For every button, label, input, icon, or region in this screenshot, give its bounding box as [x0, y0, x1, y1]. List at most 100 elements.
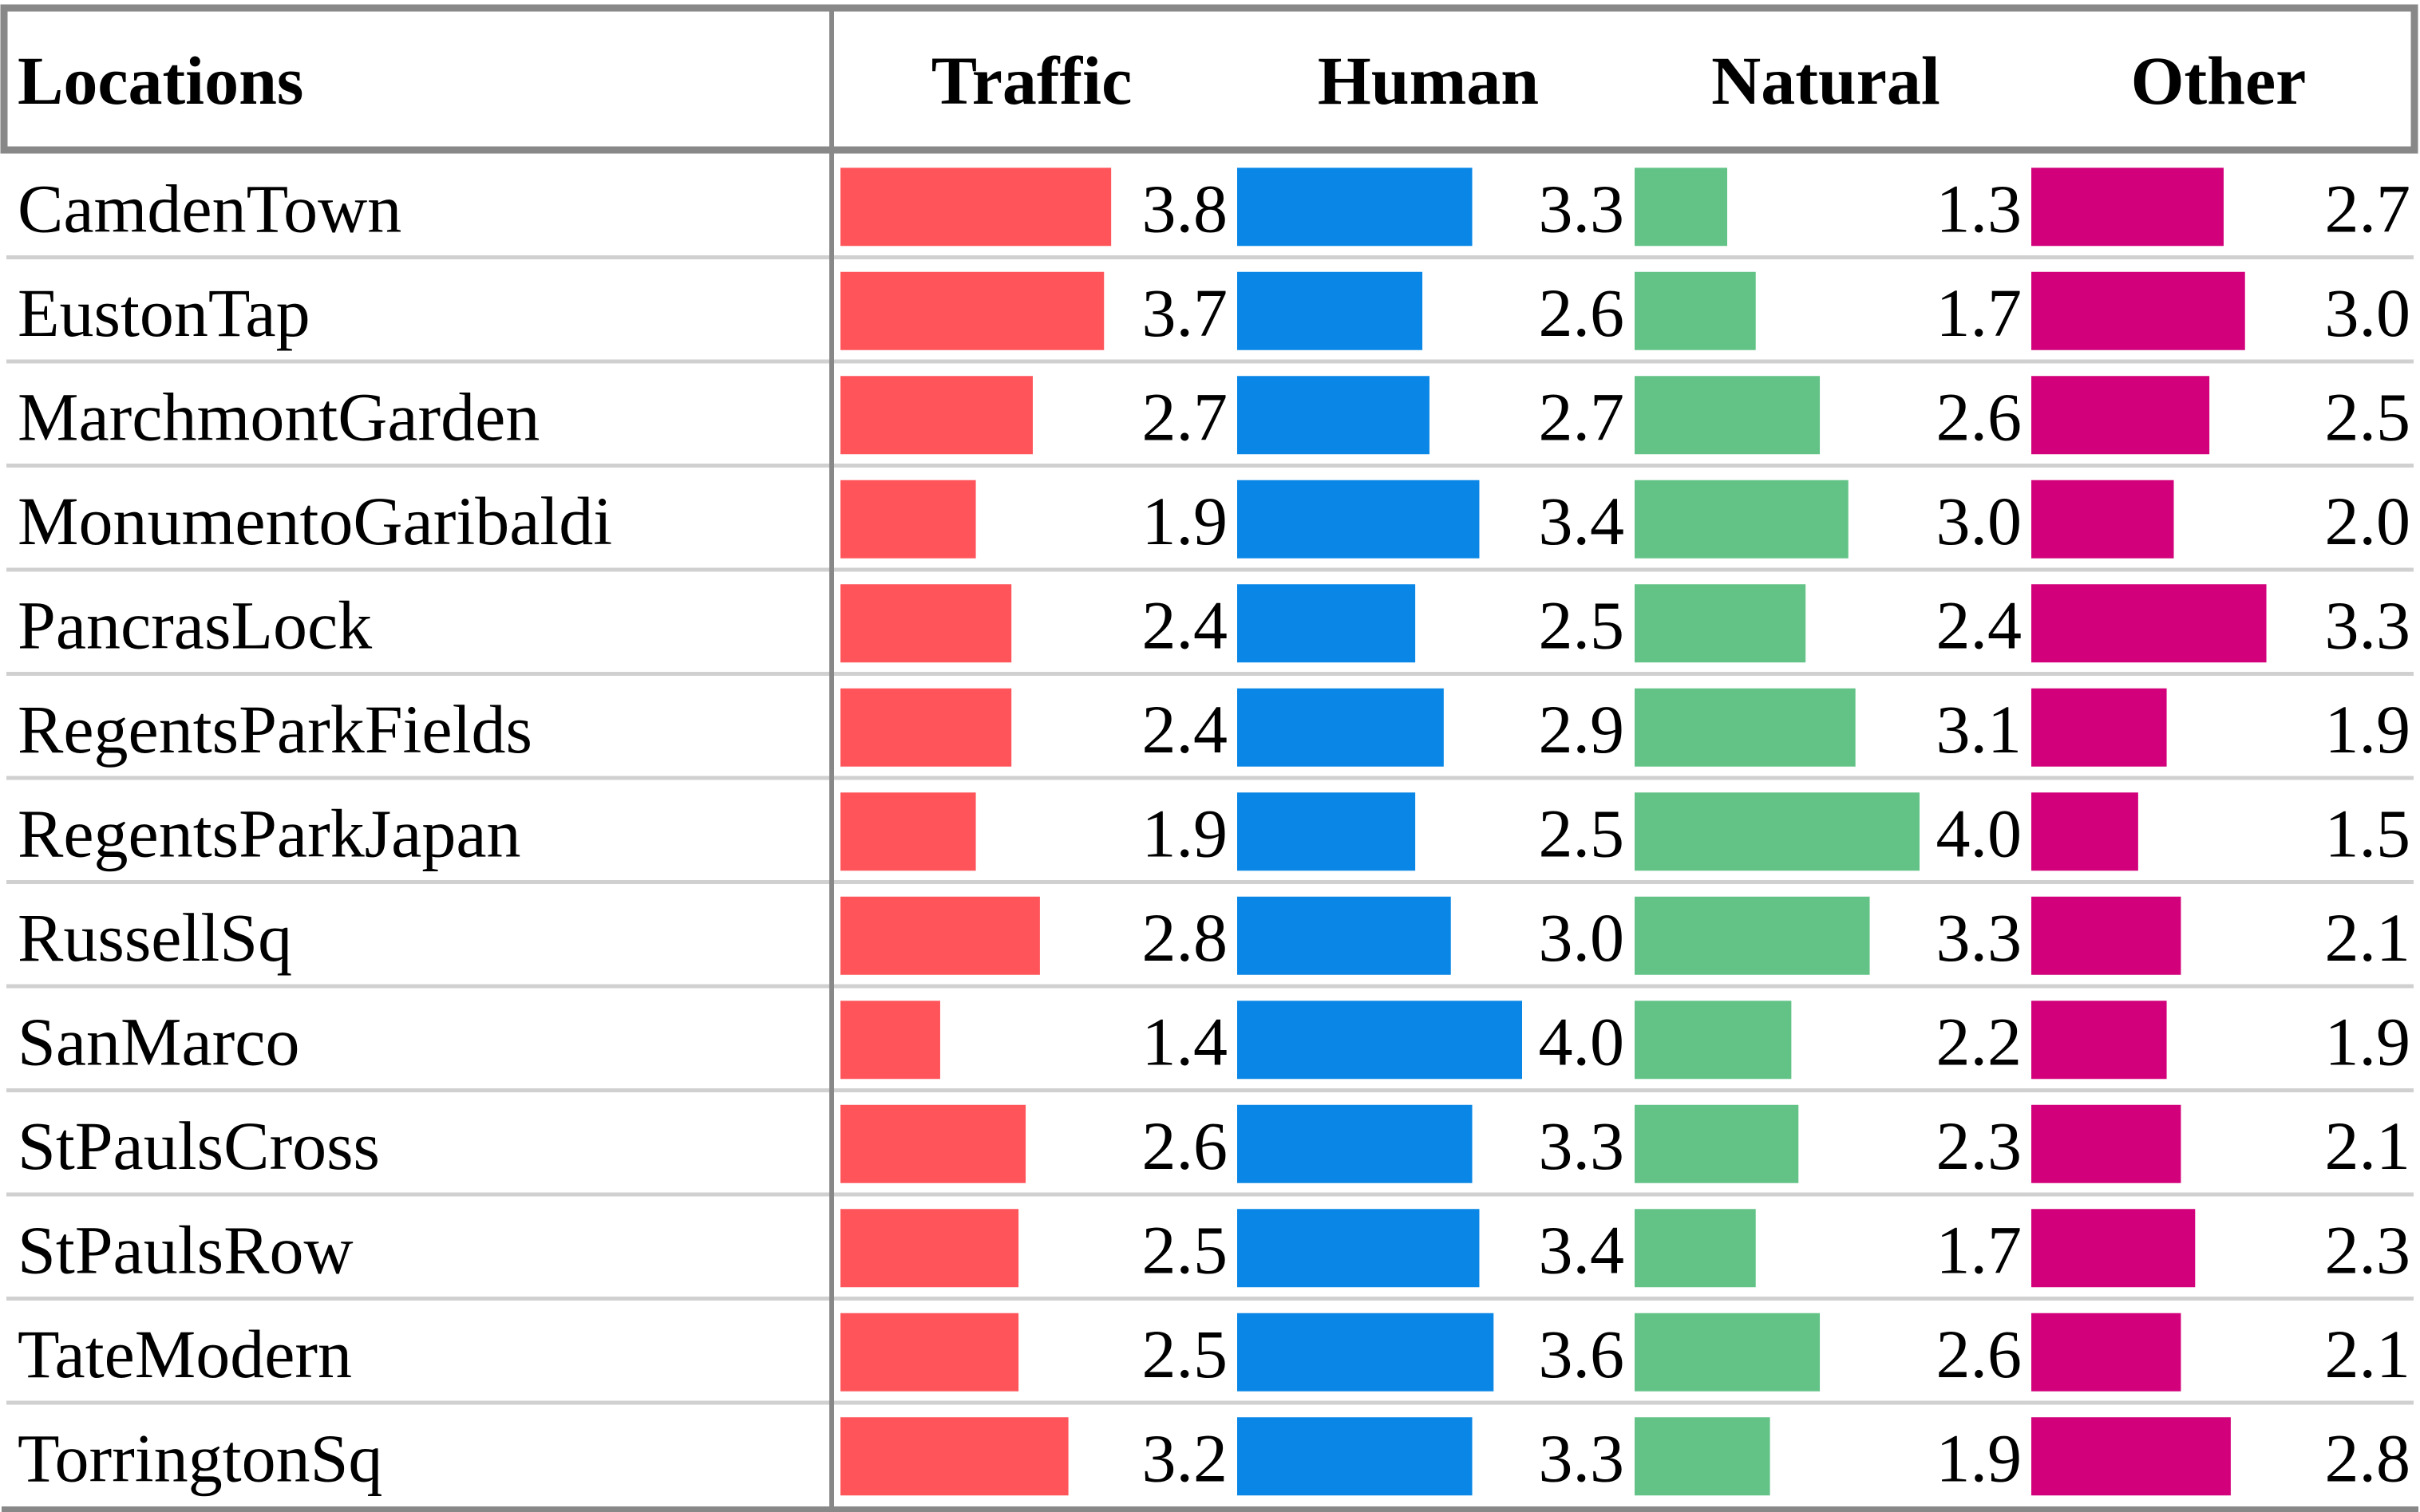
bar-other: [2031, 1417, 2231, 1496]
bar-natural: [1635, 168, 1728, 247]
value-label-human: 3.4: [1539, 483, 1625, 559]
value-label-natural: 2.3: [1936, 1107, 2023, 1184]
value-label-natural: 2.4: [1936, 586, 2023, 663]
value-label-human: 4.0: [1539, 1003, 1625, 1080]
bar-other: [2031, 271, 2245, 350]
value-label-traffic: 3.2: [1142, 1419, 1228, 1496]
bars-layer: [840, 168, 2267, 1496]
bar-traffic: [840, 1209, 1019, 1288]
value-label-human: 3.3: [1539, 1419, 1625, 1496]
header-border: [0, 4, 2418, 154]
value-label-traffic: 3.7: [1142, 274, 1228, 351]
value-label-natural: 3.0: [1936, 483, 2023, 559]
header-locations: Locations: [18, 42, 303, 119]
bar-human: [1237, 584, 1416, 663]
header-human: Human: [1318, 42, 1539, 119]
bar-traffic: [840, 376, 1033, 455]
bar-other: [2031, 792, 2138, 871]
bar-human: [1237, 480, 1480, 559]
bar-other: [2031, 1209, 2196, 1288]
value-label-traffic: 2.7: [1142, 378, 1228, 455]
bar-traffic: [840, 271, 1105, 350]
value-label-natural: 1.3: [1936, 170, 2023, 247]
value-label-traffic: 2.6: [1142, 1107, 1228, 1184]
value-label-human: 2.5: [1539, 586, 1625, 663]
bar-other: [2031, 168, 2224, 247]
value-label-human: 2.7: [1539, 378, 1625, 455]
bar-other: [2031, 896, 2181, 975]
value-label-traffic: 2.4: [1142, 691, 1228, 768]
value-label-natural: 1.7: [1936, 274, 2023, 351]
location-label: MarchmontGarden: [18, 378, 540, 455]
table-frame: [0, 4, 2418, 1512]
bar-traffic: [840, 1417, 1069, 1496]
value-label-human: 3.0: [1539, 899, 1625, 976]
location-label: StPaulsCross: [18, 1107, 380, 1184]
value-label-traffic: 2.5: [1142, 1316, 1228, 1392]
value-label-natural: 3.1: [1936, 691, 2023, 768]
value-label-human: 2.5: [1539, 795, 1625, 871]
value-label-other: 2.7: [2325, 170, 2411, 247]
value-label-human: 3.3: [1539, 1107, 1625, 1184]
bar-human: [1237, 688, 1444, 767]
value-label-natural: 1.7: [1936, 1211, 2023, 1288]
bar-other: [2031, 584, 2267, 663]
location-label: TateModern: [18, 1316, 352, 1392]
value-label-natural: 2.2: [1936, 1003, 2023, 1080]
bar-human: [1237, 168, 1473, 247]
value-label-natural: 2.6: [1936, 378, 2023, 455]
bar-natural: [1635, 792, 1920, 871]
bar-other: [2031, 1001, 2167, 1080]
bar-traffic: [840, 168, 1112, 247]
bar-natural: [1635, 480, 1849, 559]
bar-human: [1237, 271, 1423, 350]
location-label: MonumentoGaribaldi: [18, 483, 612, 559]
value-label-traffic: 2.8: [1142, 899, 1228, 976]
labels-layer: CamdenTown 3.8 3.3 1.3 2.7 EustonTap 3.7 2.6 1.7…: [18, 170, 2410, 1496]
value-label-other: 2.8: [2325, 1419, 2411, 1496]
bar-natural: [1635, 1209, 1756, 1288]
bar-other: [2031, 480, 2174, 559]
value-label-traffic: 1.4: [1142, 1003, 1228, 1080]
location-label: PancrasLock: [18, 586, 372, 663]
bar-human: [1237, 1209, 1480, 1288]
value-label-other: 2.0: [2325, 483, 2411, 559]
value-label-human: 2.6: [1539, 274, 1625, 351]
location-label: CamdenTown: [18, 170, 401, 247]
value-label-other: 1.9: [2325, 691, 2411, 768]
bar-traffic: [840, 896, 1040, 975]
value-label-human: 3.4: [1539, 1211, 1625, 1288]
bar-natural: [1635, 896, 1870, 975]
location-label: SanMarco: [18, 1003, 299, 1080]
bar-natural: [1635, 376, 1821, 455]
bar-human: [1237, 376, 1429, 455]
value-label-other: 2.5: [2325, 378, 2411, 455]
location-label: RegentsParkJapan: [18, 795, 521, 871]
value-label-other: 2.1: [2325, 1316, 2411, 1392]
value-label-human: 3.3: [1539, 170, 1625, 247]
location-label: StPaulsRow: [18, 1211, 354, 1288]
location-label: RussellSq: [18, 899, 292, 976]
value-label-natural: 1.9: [1936, 1419, 2023, 1496]
value-label-other: 2.1: [2325, 899, 2411, 976]
value-label-natural: 4.0: [1936, 795, 2023, 871]
value-label-traffic: 2.4: [1142, 586, 1228, 663]
value-label-natural: 2.6: [1936, 1316, 2023, 1392]
bar-other: [2031, 1104, 2181, 1183]
bar-natural: [1635, 688, 1856, 767]
location-label: TorringtonSq: [18, 1419, 382, 1496]
value-label-other: 3.0: [2325, 274, 2411, 351]
location-label: RegentsParkFields: [18, 691, 532, 768]
value-label-other: 2.3: [2325, 1211, 2411, 1288]
bar-human: [1237, 1104, 1473, 1183]
bar-natural: [1635, 271, 1756, 350]
table-header: Locations Traffic Human Natural Other: [18, 42, 2306, 119]
bar-traffic: [840, 1001, 940, 1080]
value-label-other: 1.5: [2325, 795, 2411, 871]
bar-natural: [1635, 1001, 1792, 1080]
value-label-traffic: 1.9: [1142, 795, 1228, 871]
row-dividers: [6, 255, 2414, 1405]
bar-other: [2031, 1313, 2181, 1392]
bar-traffic: [840, 584, 1012, 663]
